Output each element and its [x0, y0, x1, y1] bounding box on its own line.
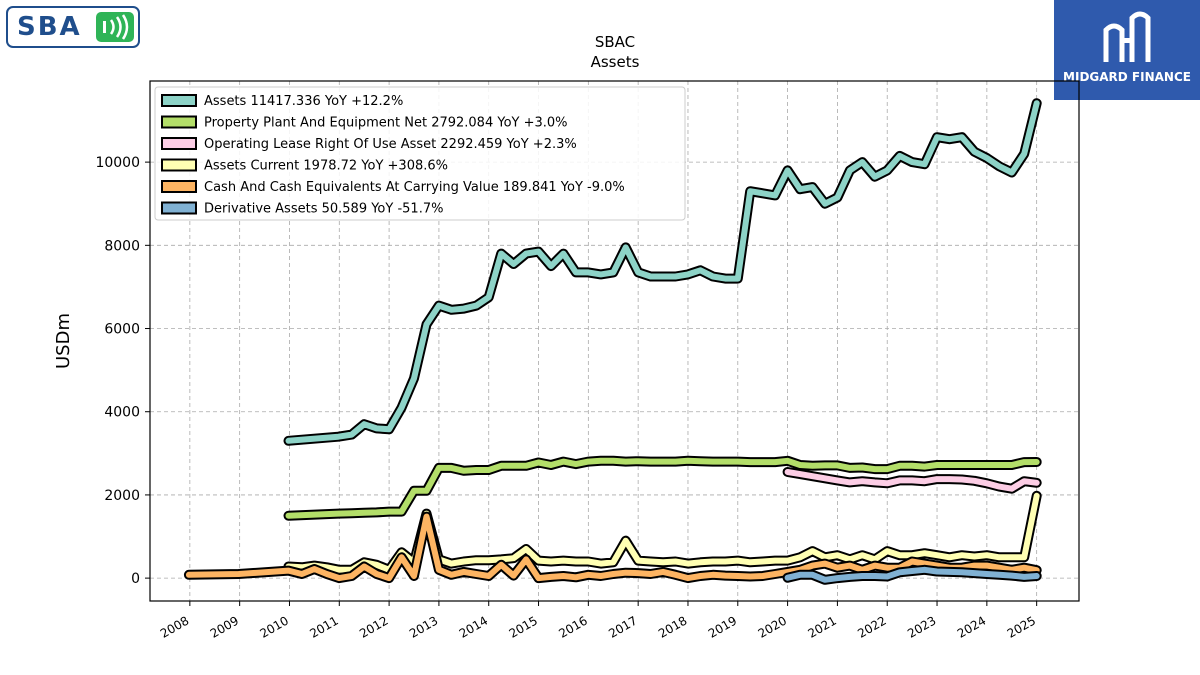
series-property-plant-and-equipment-net	[283, 455, 1042, 521]
midgard-emblem-icon	[1103, 11, 1151, 62]
x-tick-label: 2019	[706, 613, 739, 640]
midgard-logo-text: MIDGARD FINANCE	[1063, 70, 1191, 84]
x-tick-label: 2024	[955, 613, 988, 640]
series-lines	[183, 98, 1042, 585]
legend-label: Assets 11417.336 YoY +12.2%	[204, 94, 403, 109]
y-tick-label: 10000	[95, 155, 140, 171]
x-tick-label: 2022	[855, 613, 888, 640]
legend-swatch	[161, 158, 197, 172]
legend-swatch	[161, 94, 197, 107]
x-tick-label: 2018	[656, 613, 689, 640]
series-line	[285, 457, 1040, 519]
legend-swatch	[161, 137, 197, 150]
x-tick-label: 2017	[606, 613, 639, 640]
legend-label: Cash And Cash Equivalents At Carrying Va…	[204, 180, 625, 195]
y-axis-label: USDm	[53, 313, 74, 369]
plot-frame	[149, 80, 1080, 602]
x-tick-label: 2016	[556, 613, 589, 640]
legend-label: Property Plant And Equipment Net 2792.08…	[204, 116, 568, 131]
series-line	[185, 513, 1040, 582]
y-tick-label: 6000	[104, 322, 140, 338]
series-line	[285, 100, 1040, 444]
legend-label: Operating Lease Right Of Use Asset 2292.…	[204, 137, 577, 152]
chart-subtitle: Assets	[591, 53, 640, 71]
series-line	[784, 566, 1040, 583]
legend-swatch	[161, 201, 197, 215]
x-tick-label: 2014	[457, 613, 490, 640]
series-cash-and-cash-equivalents-at-carrying-value	[183, 511, 1042, 584]
x-tick-label: 2013	[407, 613, 440, 640]
y-tick-label: 4000	[104, 405, 140, 421]
series-assets	[283, 98, 1042, 446]
x-tick-label: 2015	[507, 613, 540, 640]
x-tick-label: 2020	[756, 613, 789, 640]
series-line	[784, 469, 1040, 492]
x-tick-label: 2025	[1005, 613, 1038, 640]
y-tick-label: 2000	[104, 488, 140, 504]
x-tick-label: 2011	[307, 613, 340, 640]
chart-title: SBAC	[595, 33, 635, 51]
legend-label: Derivative Assets 50.589 YoY -51.7%	[204, 202, 443, 217]
y-tick-label: 8000	[104, 238, 140, 254]
x-tick-label: 2008	[158, 613, 191, 640]
sba-logo: SBA	[6, 6, 140, 48]
legend-box	[154, 86, 686, 221]
legend-swatch	[161, 115, 197, 129]
x-tick-label: 2021	[805, 613, 838, 640]
legend-label: Assets Current 1978.72 YoY +308.6%	[204, 159, 448, 174]
x-tick-label: 2023	[905, 613, 938, 640]
legend-swatch	[161, 180, 197, 193]
signal-icon	[96, 12, 134, 42]
x-tick-label: 2012	[357, 613, 390, 640]
y-tick-label: 0	[131, 571, 140, 587]
legend: Assets 11417.336 YoY +12.2% Property Plan…	[154, 86, 686, 221]
series-derivative-assets	[782, 564, 1042, 585]
midgard-finance-logo: MIDGARD FINANCE	[1054, 0, 1200, 100]
sba-logo-text: SBA	[17, 12, 82, 42]
x-tick-label: 2010	[258, 613, 291, 640]
series-operating-lease-right-of-use-asset	[782, 467, 1042, 494]
x-tick-label: 2009	[208, 613, 241, 640]
